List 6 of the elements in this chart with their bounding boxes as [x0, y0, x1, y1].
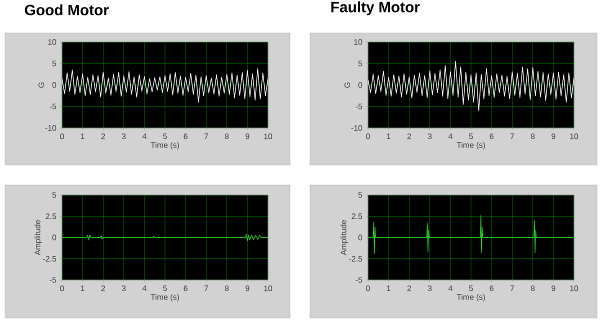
chart-title: Faulty Motor	[331, 1, 420, 16]
line-series	[62, 234, 268, 242]
line-series	[368, 61, 574, 112]
chart-title: Good Motor	[24, 4, 109, 16]
line-series	[368, 215, 574, 254]
line-series	[62, 68, 268, 103]
